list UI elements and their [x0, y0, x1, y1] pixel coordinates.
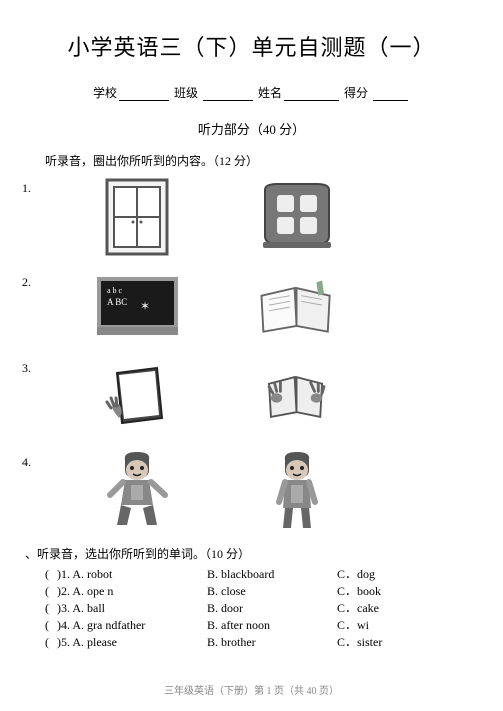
image-pair: a b c A BC ✶: [92, 271, 342, 343]
listening-header: 听力部分（40 分）: [50, 119, 453, 138]
door-icon: [92, 177, 182, 257]
paren-open: (: [45, 600, 57, 617]
page-footer: 三年级英语（下册）第 1 页（共 40 页）: [0, 682, 503, 697]
col-c: C．wi: [337, 617, 417, 634]
blackboard-icon: a b c A BC ✶: [92, 271, 182, 343]
question-row: 1.: [50, 177, 453, 257]
col-c: C．dog: [337, 566, 417, 583]
word-row: ( )3. A. ball B. door C．cake: [45, 600, 453, 617]
col-b: B. door: [207, 600, 337, 617]
info-line: 学校 班级 姓名 得分: [50, 84, 453, 101]
question-number: 4.: [22, 451, 42, 470]
paren-open: (: [45, 617, 57, 634]
col-a: )4. A. gra ndfather: [57, 617, 207, 634]
paren-open: (: [45, 566, 57, 583]
page-title: 小学英语三（下）单元自测题（一）: [50, 30, 453, 62]
image-pair: [92, 451, 342, 531]
section2-instruction: 、听录音，选出你所听到的单词。（10 分）: [25, 545, 453, 562]
section1-instruction: 听录音，圈出你所听到的内容。（12 分）: [45, 152, 453, 169]
word-row: ( )4. A. gra ndfather B. after noon C．wi: [45, 617, 453, 634]
col-a: )1. A. robot: [57, 566, 207, 583]
book-close-icon: [92, 357, 182, 437]
school-blank: [119, 89, 169, 101]
paren-open: (: [45, 583, 57, 600]
score-blank: [373, 89, 408, 101]
class-label: 班级: [174, 86, 198, 100]
col-b: B. close: [207, 583, 337, 600]
image-pair: [92, 177, 342, 257]
window-icon: [252, 177, 342, 257]
name-blank: [284, 89, 339, 101]
paren-open: (: [45, 634, 57, 651]
col-a: )2. A. ope n: [57, 583, 207, 600]
score-label: 得分: [344, 86, 368, 100]
word-row: ( )5. A. please B. brother C．sister: [45, 634, 453, 651]
name-label: 姓名: [258, 86, 282, 100]
word-row: ( )2. A. ope n B. close C．book: [45, 583, 453, 600]
question-row: 4.: [50, 451, 453, 531]
section2: 、听录音，选出你所听到的单词。（10 分） ( )1. A. robot B. …: [50, 545, 453, 651]
svg-text:✶: ✶: [140, 299, 150, 313]
boy-sit-icon: [92, 451, 182, 531]
image-pair: [92, 357, 342, 437]
col-b: B. after noon: [207, 617, 337, 634]
col-a: )5. A. please: [57, 634, 207, 651]
book-open-icon: [252, 357, 342, 437]
question-number: 2.: [22, 271, 42, 290]
class-blank: [203, 89, 253, 101]
question-row: 3.: [50, 357, 453, 437]
word-row: ( )1. A. robot B. blackboard C．dog: [45, 566, 453, 583]
boy-stand-icon: [252, 451, 342, 531]
question-number: 1.: [22, 177, 42, 196]
question-row: 2. a b c A BC ✶: [50, 271, 453, 343]
open-book-icon: [252, 271, 342, 343]
svg-text:a b c: a b c: [107, 286, 123, 295]
word-table: ( )1. A. robot B. blackboard C．dog ( )2.…: [45, 566, 453, 651]
school-label: 学校: [93, 86, 117, 100]
col-c: C．sister: [337, 634, 417, 651]
col-b: B. brother: [207, 634, 337, 651]
col-c: C．book: [337, 583, 417, 600]
question-number: 3.: [22, 357, 42, 376]
svg-text:A BC: A BC: [107, 297, 127, 307]
col-b: B. blackboard: [207, 566, 337, 583]
col-c: C．cake: [337, 600, 417, 617]
col-a: )3. A. ball: [57, 600, 207, 617]
